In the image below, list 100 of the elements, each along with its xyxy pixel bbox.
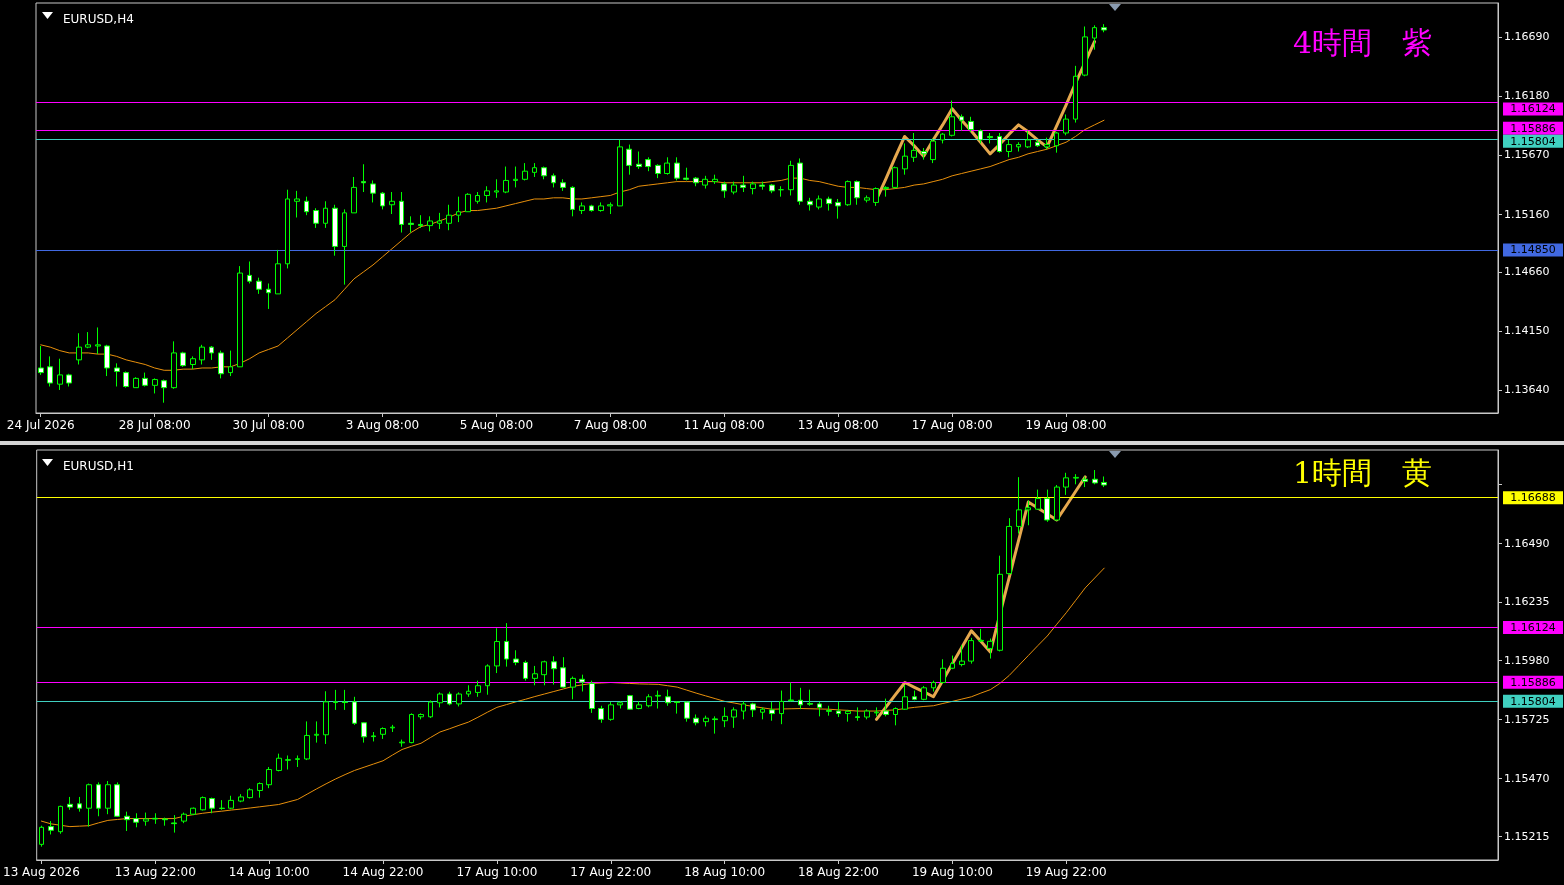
candlestick (760, 706, 765, 720)
candlestick (180, 351, 186, 368)
candlestick (361, 721, 367, 744)
x-tick-label: 7 Aug 08:00 (573, 418, 647, 432)
candlestick (171, 340, 177, 390)
candlestick (560, 178, 566, 192)
candlestick (295, 754, 300, 768)
candlestick (475, 680, 481, 698)
candlestick (133, 812, 139, 828)
candlestick (1063, 472, 1069, 496)
candlestick (950, 655, 955, 670)
candlestick (778, 185, 784, 198)
candlestick (1101, 23, 1107, 33)
candlestick (646, 693, 652, 708)
candlestick (921, 685, 927, 701)
candlestick (418, 712, 424, 720)
x-tick-label: 30 Jul 08:00 (232, 418, 305, 432)
candlestick (124, 811, 130, 832)
candlestick (162, 817, 168, 827)
candlestick (579, 201, 585, 215)
candlestick (465, 192, 471, 213)
candlestick (380, 191, 385, 210)
candlestick (759, 181, 765, 191)
candlestick (266, 282, 271, 310)
x-tick-label: 13 Aug 2026 (2, 865, 80, 879)
candlestick (655, 163, 661, 179)
candlestick (826, 705, 832, 717)
candlestick (750, 702, 756, 718)
candlestick (817, 701, 822, 717)
candlestick (1082, 475, 1088, 488)
candlestick (456, 196, 461, 223)
candlestick (228, 350, 233, 377)
candlestick (523, 660, 528, 682)
candlestick (627, 694, 633, 711)
candlestick (513, 649, 519, 666)
y-tick-label: 1.16180 (1504, 89, 1550, 103)
candlestick (1035, 139, 1040, 148)
candlestick (1082, 26, 1088, 77)
text: EURUSD,H4 (63, 12, 134, 26)
candlestick (333, 689, 338, 711)
candlestick (475, 191, 480, 205)
candlestick (930, 138, 936, 164)
candlestick (361, 163, 366, 193)
candlestick (608, 701, 614, 722)
x-tick-label: 17 Aug 10:00 (456, 865, 538, 879)
candlestick (883, 698, 889, 717)
candlestick (750, 181, 756, 195)
candlestick (570, 185, 575, 217)
x-tick-label: 14 Aug 10:00 (228, 865, 310, 879)
ref-line-label: 1.16124 (1510, 102, 1556, 116)
candlestick (702, 175, 708, 190)
y-tick-label: 1.15215 (1504, 830, 1550, 844)
candlestick (58, 805, 63, 835)
candlestick (304, 196, 309, 216)
candlestick (855, 706, 860, 722)
candlestick (997, 555, 1003, 652)
ref-line-label: 1.14850 (1510, 243, 1556, 257)
y-tick-label: 1.14660 (1504, 265, 1550, 279)
candlestick (987, 638, 993, 660)
candlestick (247, 787, 253, 800)
candlestick (664, 156, 670, 176)
candlestick (76, 332, 82, 365)
candlestick (873, 186, 879, 207)
y-tick-label: 1.16235 (1504, 595, 1550, 609)
candlestick (190, 355, 196, 370)
candlestick (1073, 473, 1079, 485)
candlestick (807, 689, 813, 707)
candlestick (39, 825, 44, 848)
y-tick-label: 1.15980 (1504, 654, 1550, 668)
candlestick (95, 326, 101, 355)
candlestick (854, 179, 860, 206)
candlestick (1073, 65, 1078, 124)
x-tick-label: 19 Aug 08:00 (1025, 418, 1107, 432)
candlestick (276, 753, 282, 772)
candlestick (636, 700, 642, 710)
y-tick-label: 1.13640 (1504, 383, 1550, 397)
x-tick-label: 11 Aug 08:00 (683, 418, 765, 432)
candlestick (409, 712, 414, 744)
candlestick (541, 660, 547, 686)
ref-line-label: 1.15804 (1510, 134, 1556, 148)
ref-line-label: 1.16124 (1510, 620, 1556, 634)
x-tick-label: 17 Aug 08:00 (911, 418, 993, 432)
y-tick-label: 1.15160 (1504, 207, 1550, 221)
candlestick (1006, 517, 1012, 576)
candlestick (598, 705, 604, 724)
candlestick (892, 166, 898, 190)
candlestick (893, 706, 898, 726)
candlestick (703, 715, 709, 727)
candlestick (722, 706, 728, 728)
x-tick-label: 28 Jul 08:00 (118, 418, 191, 432)
ref-line-label: 1.15886 (1510, 675, 1556, 689)
candlestick (617, 700, 623, 710)
candlestick (285, 189, 290, 269)
candlestick (390, 724, 395, 733)
candlestick (931, 680, 936, 692)
candlestick (807, 197, 813, 212)
x-tick-label: 14 Aug 22:00 (342, 865, 424, 879)
candlestick (218, 350, 224, 379)
candlestick (47, 355, 53, 387)
candlestick (836, 701, 841, 718)
